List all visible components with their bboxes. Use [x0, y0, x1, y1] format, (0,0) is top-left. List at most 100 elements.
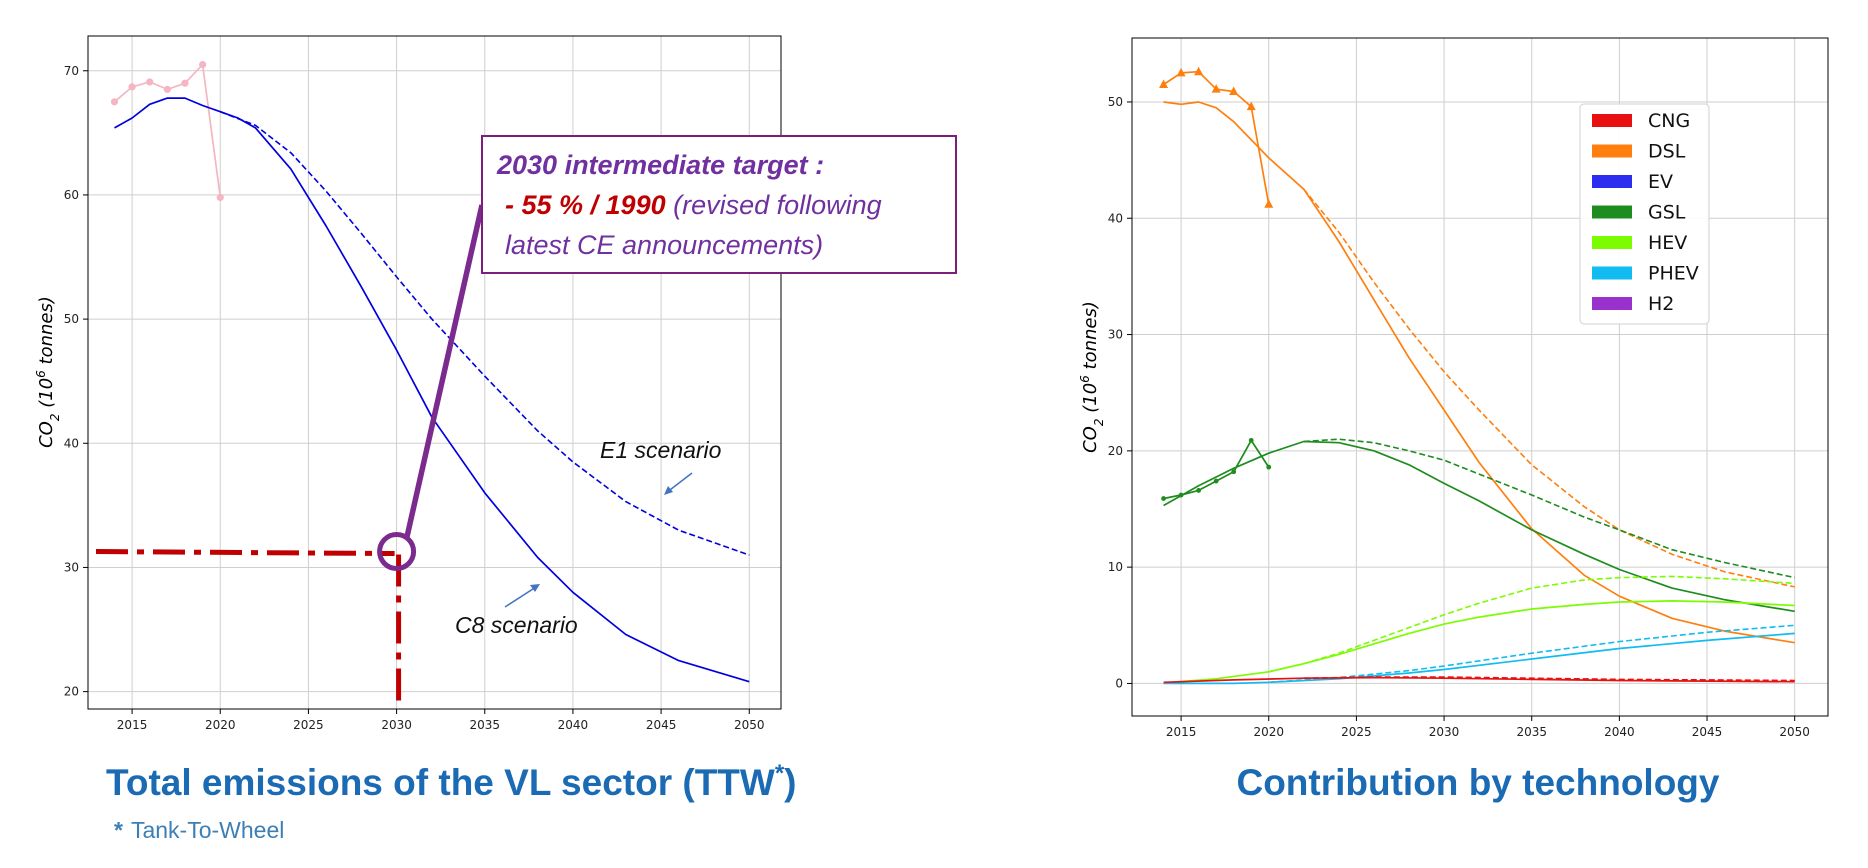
right-series-dsl-0-point-4	[1229, 86, 1239, 95]
target-annotation-percent: - 55 % / 1990	[505, 190, 666, 220]
right-y-tick-50: 50	[1108, 95, 1123, 109]
legend-swatch-phev	[1592, 266, 1632, 280]
right-series-phev-8	[1163, 632, 1795, 685]
legend-label-ev: EV	[1648, 171, 1673, 193]
left-y-tick-70: 70	[64, 64, 79, 78]
c8-scenario-label: C8 scenario	[455, 612, 578, 638]
left-x-tick-2020: 2020	[205, 718, 236, 732]
left-caption: Total emissions of the VL sector (TTW*)	[106, 760, 797, 803]
right-series-gsl-5	[1303, 438, 1795, 579]
right-series-cng-11	[1303, 676, 1795, 682]
right-x-tick-2025: 2025	[1341, 725, 1372, 739]
left-series-0-point-4	[181, 79, 189, 87]
right-y-tick-10: 10	[1108, 560, 1123, 574]
right-y-ticks: 0 10 20 30 40 50	[1108, 95, 1132, 690]
target-annotation-line1: 2030 intermediate target :	[496, 150, 824, 180]
left-y-tick-40: 40	[64, 436, 79, 450]
right-series-gsl-3-point-6	[1266, 464, 1272, 470]
right-series-dsl-0-point-5	[1246, 101, 1256, 111]
left-series-1	[114, 97, 750, 683]
legend-label-dsl: DSL	[1648, 141, 1686, 163]
legend-label-phev: PHEV	[1648, 263, 1699, 285]
right-series-dsl-0-point-0	[1159, 79, 1169, 89]
technology-contribution-chart: 2015 2020 2025 2030 2035 2040 2045 2050 0102030…	[1078, 37, 1829, 739]
right-series-gsl-3-point-3	[1213, 478, 1219, 484]
c8-arrow-head	[530, 584, 540, 592]
e1-scenario-label: E1 scenario	[600, 437, 722, 463]
e1-arrow-head	[664, 486, 673, 495]
right-series-gsl-3-point-0	[1161, 496, 1166, 501]
left-y-axis-label: CO2 (106 tonnes)	[34, 296, 62, 448]
legend-swatch-h2	[1592, 297, 1632, 310]
total-emissions-chart: 2015 2020 2025 2030 2035 2040 2045 2050 2030405…	[34, 35, 957, 732]
right-x-tick-2035: 2035	[1516, 725, 1547, 739]
right-series-gsl-3	[1163, 439, 1270, 500]
right-x-tick-2020: 2020	[1253, 725, 1284, 739]
right-y-tick-0: 0	[1115, 676, 1123, 690]
left-series-0-point-6	[216, 193, 224, 202]
target-horizontal-dashdot	[95, 549, 395, 557]
right-series-hev-7	[1268, 575, 1795, 673]
right-series-dsl-1	[1163, 101, 1795, 644]
left-x-tick-2015: 2015	[117, 718, 148, 732]
legend-swatch-gsl	[1592, 205, 1632, 219]
left-series-0-point-5	[199, 60, 207, 69]
left-series-0-point-2	[146, 78, 154, 86]
right-series-hev-6	[1163, 600, 1795, 684]
left-series	[110, 60, 750, 683]
target-annotation-line3: latest CE announcements)	[505, 230, 823, 260]
right-series-dsl-0-point-2	[1194, 66, 1204, 76]
left-x-ticks: 2015 2020 2025 2030 2035 2040 2045 2050	[117, 709, 765, 732]
right-series-dsl-0-point-3	[1211, 84, 1221, 93]
right-caption: Contribution by technology	[1236, 762, 1719, 803]
right-x-tick-2050: 2050	[1779, 725, 1810, 739]
left-series-2	[220, 110, 750, 556]
left-x-tick-2025: 2025	[293, 718, 324, 732]
right-series	[1159, 66, 1795, 685]
right-series-phev-9	[1268, 624, 1795, 684]
right-plot-frame	[1131, 37, 1829, 717]
legend-label-gsl: GSL	[1648, 202, 1686, 224]
left-x-tick-2035: 2035	[469, 718, 500, 732]
right-x-tick-2040: 2040	[1604, 725, 1635, 739]
right-y-tick-20: 20	[1108, 444, 1123, 458]
right-series-gsl-3-point-4	[1231, 469, 1237, 475]
right-y-tick-30: 30	[1108, 328, 1123, 342]
left-series-0-point-3	[163, 85, 171, 93]
left-x-tick-2040: 2040	[558, 718, 589, 732]
legend-label-h2: H2	[1648, 293, 1674, 315]
left-y-tick-20: 20	[64, 685, 79, 699]
left-x-tick-2050: 2050	[734, 718, 765, 732]
legend-swatch-cng	[1592, 114, 1632, 127]
target-annotation-revised: (revised following	[666, 190, 882, 220]
right-y-tick-40: 40	[1108, 211, 1123, 225]
target-circle-marker	[377, 532, 417, 572]
right-series-dsl-0-point-1	[1176, 67, 1186, 77]
left-series-0-point-0	[110, 98, 119, 106]
left-y-tick-60: 60	[64, 188, 79, 202]
technology-legend: CNG DSL EV GSL HEV PHEV H2	[1579, 103, 1710, 325]
right-series-gsl-4	[1163, 440, 1795, 613]
legend-swatch-dsl	[1592, 144, 1632, 158]
right-y-axis-label: CO2 (106 tonnes)	[1078, 301, 1106, 453]
right-grid	[1132, 38, 1828, 716]
left-y-ticks: 20 30 40 50 60 70	[64, 64, 88, 699]
left-x-tick-2030: 2030	[381, 718, 412, 732]
left-series-0-point-1	[128, 83, 136, 91]
target-annotation-line2: - 55 % / 1990 (revised following	[505, 190, 882, 220]
right-x-tick-2030: 2030	[1429, 725, 1460, 739]
left-plot-frame	[87, 35, 782, 710]
left-y-tick-50: 50	[64, 312, 79, 326]
left-x-tick-2045: 2045	[646, 718, 677, 732]
right-series-cng-10	[1163, 676, 1795, 684]
footnote: * Tank-To-Wheel	[114, 817, 284, 843]
legend-label-cng: CNG	[1648, 110, 1690, 132]
right-x-ticks: 2015 2020 2025 2030 2035 2040 2045 2050	[1166, 716, 1810, 739]
right-x-tick-2015: 2015	[1166, 725, 1197, 739]
legend-swatch-ev	[1592, 175, 1632, 188]
right-series-dsl-2	[1303, 188, 1795, 588]
left-y-tick-30: 30	[64, 560, 79, 574]
right-series-gsl-3-point-2	[1196, 487, 1202, 493]
legend-label-hev: HEV	[1648, 232, 1687, 254]
